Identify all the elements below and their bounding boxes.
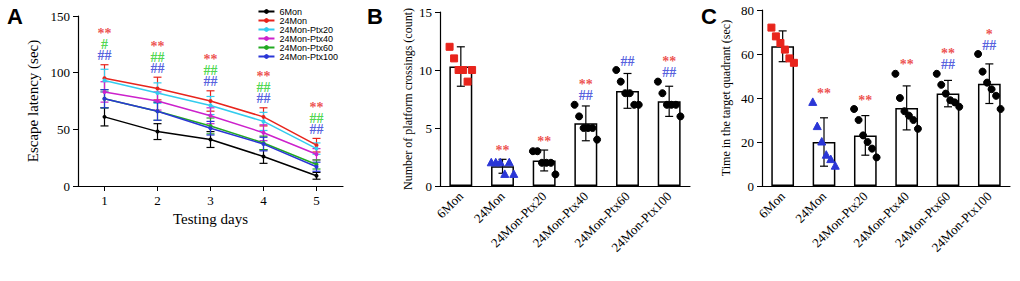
svg-text:##: ## [982, 38, 996, 53]
svg-text:4: 4 [260, 193, 267, 208]
svg-text:24Mon-Ptx40: 24Mon-Ptx40 [850, 188, 912, 251]
svg-text:0: 0 [426, 179, 433, 194]
svg-text:0: 0 [64, 179, 71, 194]
svg-text:Number of platform crossings (: Number of platform crossings (count) [401, 8, 415, 190]
svg-text:##: ## [310, 122, 324, 137]
svg-text:Escape latency (sec): Escape latency (sec) [25, 40, 42, 162]
svg-text:3: 3 [207, 193, 214, 208]
svg-text:##: ## [151, 61, 165, 76]
svg-text:##: ## [662, 65, 676, 80]
svg-text:##: ## [941, 57, 955, 72]
svg-text:24Mon: 24Mon [471, 188, 508, 225]
svg-text:24Mon-Ptx20: 24Mon-Ptx20 [487, 188, 550, 251]
svg-text:150: 150 [51, 9, 71, 24]
svg-text:##: ## [204, 74, 218, 89]
svg-text:100: 100 [51, 65, 71, 80]
svg-text:**: ** [537, 134, 551, 149]
svg-text:40: 40 [741, 91, 754, 106]
svg-text:10: 10 [419, 63, 432, 78]
svg-text:0: 0 [748, 179, 755, 194]
svg-text:24Mon-Ptx40: 24Mon-Ptx40 [529, 188, 592, 251]
svg-text:B: B [367, 4, 383, 29]
svg-text:##: ## [257, 91, 271, 106]
svg-text:##: ## [621, 54, 635, 69]
svg-text:15: 15 [419, 5, 432, 20]
svg-text:1: 1 [101, 193, 108, 208]
svg-text:24Mon: 24Mon [279, 15, 307, 26]
svg-text:**: ** [496, 143, 510, 158]
svg-text:24Mon-Ptx60: 24Mon-Ptx60 [279, 42, 333, 53]
svg-text:C: C [701, 4, 717, 29]
svg-text:**: ** [900, 57, 914, 72]
svg-text:**: ** [858, 93, 872, 108]
svg-text:24Mon-Ptx60: 24Mon-Ptx60 [571, 188, 633, 251]
svg-text:A: A [7, 4, 23, 29]
svg-text:##: ## [579, 88, 593, 103]
svg-text:20: 20 [741, 135, 754, 150]
svg-text:24Mon-Ptx100: 24Mon-Ptx100 [279, 52, 338, 62]
svg-text:24Mon: 24Mon [792, 188, 829, 225]
svg-text:24Mon-Ptx60: 24Mon-Ptx60 [891, 188, 954, 251]
svg-text:6Mon: 6Mon [434, 188, 467, 221]
svg-text:Time in the target quadrant (s: Time in the target quadrant (sec) [719, 20, 733, 176]
svg-text:24Mon-Ptx100: 24Mon-Ptx100 [608, 189, 674, 255]
svg-text:24Mon-Ptx40: 24Mon-Ptx40 [279, 33, 333, 44]
svg-text:Testing days: Testing days [173, 211, 248, 227]
svg-text:##: ## [98, 48, 112, 63]
svg-text:6Mon: 6Mon [279, 6, 302, 17]
svg-text:**: ** [817, 86, 831, 101]
svg-text:80: 80 [741, 3, 754, 18]
svg-text:5: 5 [313, 193, 320, 208]
svg-text:6Mon: 6Mon [755, 188, 788, 221]
svg-text:24Mon-Ptx20: 24Mon-Ptx20 [809, 188, 871, 251]
svg-text:50: 50 [57, 122, 70, 137]
svg-text:60: 60 [741, 47, 754, 62]
svg-text:24Mon-Ptx20: 24Mon-Ptx20 [279, 24, 333, 35]
svg-text:24Mon-Ptx100: 24Mon-Ptx100 [928, 189, 994, 255]
svg-text:2: 2 [154, 193, 161, 208]
svg-text:5: 5 [426, 121, 433, 136]
